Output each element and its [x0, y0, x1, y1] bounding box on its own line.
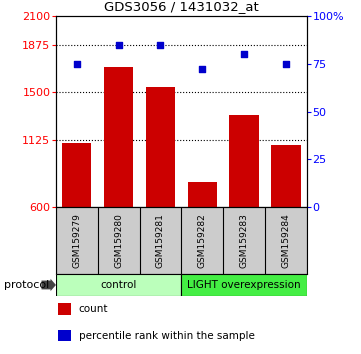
- Point: [158, 42, 164, 47]
- Bar: [188, 182, 217, 284]
- Bar: [230, 115, 259, 284]
- Text: LIGHT overexpression: LIGHT overexpression: [187, 280, 301, 290]
- Bar: [181, 274, 307, 296]
- Text: count: count: [79, 304, 108, 314]
- Text: GSM159281: GSM159281: [156, 213, 165, 268]
- Point: [241, 51, 247, 57]
- Text: GSM159280: GSM159280: [114, 213, 123, 268]
- Text: GSM159284: GSM159284: [282, 213, 291, 268]
- Title: GDS3056 / 1431032_at: GDS3056 / 1431032_at: [104, 0, 259, 13]
- Bar: [62, 143, 91, 284]
- Point: [116, 42, 122, 47]
- Point: [199, 67, 205, 72]
- Bar: [146, 87, 175, 284]
- Text: protocol: protocol: [4, 280, 49, 290]
- Bar: [58, 303, 71, 315]
- Bar: [56, 274, 181, 296]
- Text: GSM159283: GSM159283: [240, 213, 249, 268]
- Text: percentile rank within the sample: percentile rank within the sample: [79, 331, 255, 341]
- Text: GSM159279: GSM159279: [72, 213, 81, 268]
- Text: control: control: [100, 280, 137, 290]
- Text: GSM159282: GSM159282: [198, 213, 207, 268]
- Bar: [104, 67, 133, 284]
- Bar: [58, 330, 71, 341]
- Point: [283, 61, 289, 67]
- Point: [74, 61, 80, 67]
- Bar: [271, 145, 301, 284]
